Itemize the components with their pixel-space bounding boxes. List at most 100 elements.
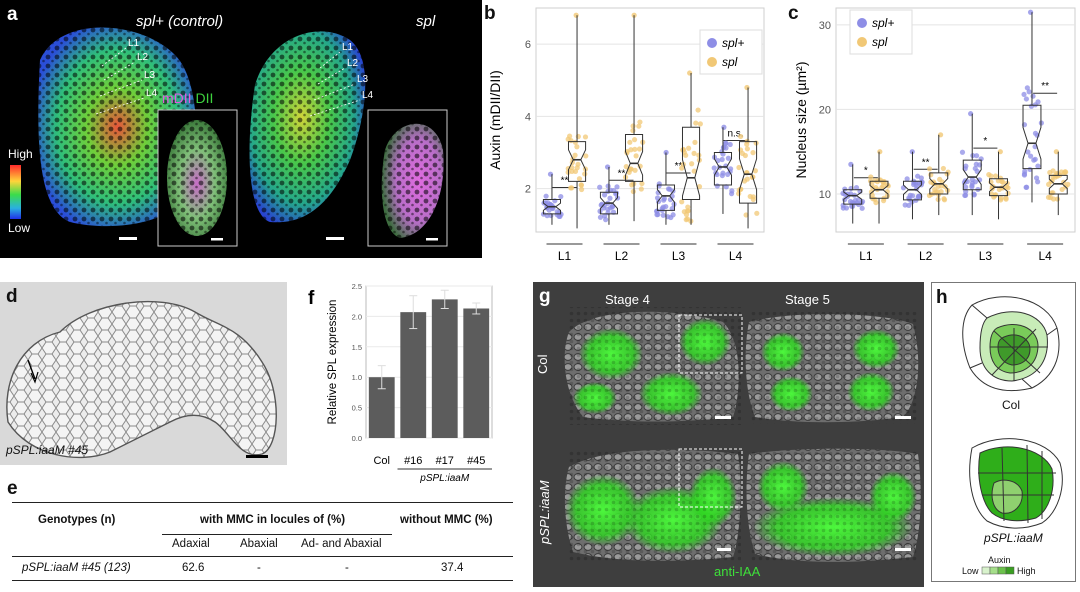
x-tick-label: L1 (859, 249, 873, 263)
data-point (630, 123, 636, 129)
data-point (969, 184, 975, 190)
data-point (1024, 184, 1030, 190)
data-point (1025, 149, 1031, 155)
h-col-label: Col (1002, 398, 1021, 412)
layer-label: L1 (128, 38, 140, 49)
row-adaxial: 62.6 (182, 562, 205, 574)
x-tick-label: L2 (919, 249, 933, 263)
data-point (970, 152, 976, 159)
data-point (597, 184, 603, 190)
panel-d-caption: pSPL:iaaM #45 (6, 443, 89, 457)
data-point (744, 146, 750, 152)
header-genotype: Genotypes (n) (38, 514, 116, 526)
panel-f: 0.0 0.5 1.0 1.5 2.0 2.5 Col #16 #17 #45 pSPL:iaaM R… (296, 278, 518, 493)
data-point (721, 124, 727, 130)
y-tick-label: 4 (525, 111, 531, 123)
data-point (840, 205, 846, 211)
subheader-both: Ad- and Abaxial (301, 538, 382, 550)
row-both: - (345, 562, 349, 574)
heat-colorbar (10, 165, 21, 219)
data-point (915, 173, 921, 179)
legend-label: spl+ (722, 36, 744, 50)
data-point (576, 176, 583, 182)
panel-a: a spl+ (control) spl High Low mDII DII L… (0, 0, 482, 258)
legend-swatch (857, 37, 867, 47)
row-abaxial: - (257, 562, 261, 574)
h-legend-low: Low (962, 566, 979, 576)
data-point (663, 149, 669, 156)
box (1048, 174, 1068, 195)
data-point (719, 172, 725, 179)
data-point (744, 176, 750, 182)
data-point (569, 168, 575, 175)
data-point (601, 192, 608, 198)
box (542, 198, 562, 215)
panel-label-g: g (539, 286, 551, 307)
layer-label: L3 (357, 74, 369, 85)
data-point (998, 197, 1004, 203)
data-point (552, 198, 558, 204)
data-point (859, 199, 866, 205)
data-point (691, 150, 697, 156)
data-point (578, 182, 584, 188)
data-point (1035, 163, 1041, 169)
data-point (683, 217, 689, 223)
x-tick-label: L1 (558, 249, 572, 263)
scale-bar (895, 548, 911, 551)
data-point (750, 150, 756, 156)
data-point (1059, 186, 1065, 193)
data-point (977, 177, 983, 183)
y-tick-label: 0.5 (352, 404, 362, 413)
header-without-mmc: without MMC (%) (400, 514, 493, 526)
panel-g-image (564, 307, 921, 562)
subheader-adaxial: Adaxial (172, 538, 210, 550)
data-point (603, 217, 609, 223)
data-point (597, 214, 604, 220)
data-point (881, 179, 887, 185)
data-point (655, 190, 661, 196)
table-rule-mid (12, 556, 513, 557)
zoom-box (678, 314, 743, 374)
chart-c: 10 20 30 Nucleus size (µm²) L1 * L2 ** L3 * L4 ** sp… (793, 7, 1076, 263)
data-point (962, 192, 968, 199)
data-point (935, 183, 941, 190)
data-point (1005, 190, 1011, 196)
legend-high: High (8, 147, 33, 161)
data-point (725, 155, 731, 161)
data-point (744, 141, 750, 147)
data-point (974, 168, 980, 174)
box (843, 189, 863, 205)
data-point (1003, 195, 1009, 201)
header-with-mmc: with MMC in locules of (%) (200, 514, 346, 526)
panel-g: g Stage 4 Stage 5 Col pSPL:iaaM anti-IAA (533, 282, 924, 587)
panel-label-b: b (484, 3, 496, 24)
x-tick-label: L3 (979, 249, 993, 263)
data-point (750, 196, 756, 203)
data-point (869, 192, 875, 198)
data-point (630, 188, 636, 195)
y-tick-label: 30 (819, 20, 831, 32)
data-point (973, 153, 980, 159)
group-label: pSPL:iaaM (419, 473, 470, 484)
data-point (913, 180, 919, 186)
inset-legend: mDII DII (162, 90, 213, 106)
panel-label-c: c (788, 3, 799, 24)
data-point (959, 149, 966, 155)
scale-bar (895, 416, 911, 419)
data-point (872, 177, 878, 184)
significance-mark: ** (675, 161, 683, 172)
data-point (689, 161, 695, 167)
scale-bar (715, 416, 731, 419)
legend-label: spl+ (872, 16, 894, 30)
significance-mark: * (983, 136, 987, 147)
data-point (656, 198, 662, 205)
col-schematic (962, 296, 1060, 392)
control-title: spl+ (control) (136, 13, 224, 30)
data-point (558, 193, 564, 200)
box (1022, 104, 1042, 170)
significance-mark: ** (618, 168, 626, 179)
data-point (686, 145, 692, 151)
panel-label-f: f (308, 288, 315, 309)
panel-d: d pSPL:iaaM #45 (0, 282, 287, 465)
spl-title: spl (416, 13, 436, 30)
